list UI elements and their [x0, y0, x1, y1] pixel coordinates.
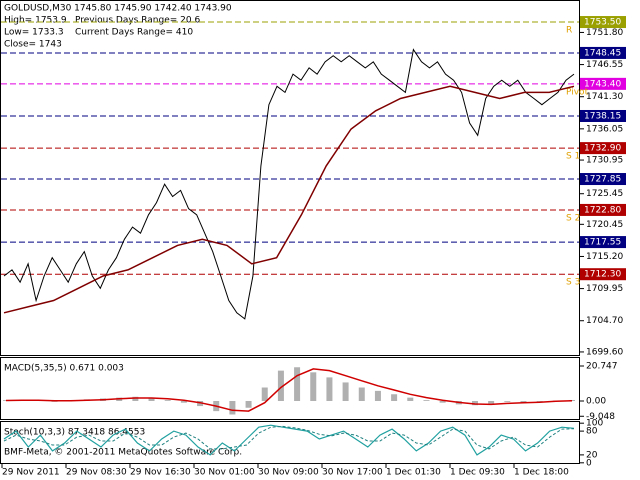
- info: Previous Days Range= 20.6: [75, 16, 200, 26]
- level-label: 1732.90: [584, 144, 621, 154]
- info: Current Days Range= 410: [75, 28, 193, 38]
- macd-bar: [358, 387, 365, 402]
- signal-line: [5, 368, 573, 412]
- level-box: [580, 203, 626, 216]
- macd-bar: [342, 382, 349, 402]
- y-tick-label: 100: [586, 419, 603, 429]
- level-label: 1727.85: [584, 175, 621, 185]
- level-box: [580, 142, 626, 155]
- y-tick-label: 20: [586, 450, 598, 460]
- macd-bar: [197, 401, 204, 407]
- macd-bar: [164, 400, 171, 402]
- y-tick-label: 1715.20: [586, 252, 623, 262]
- level-label: 1722.80: [584, 205, 621, 215]
- info: Close= 1743: [4, 40, 62, 50]
- y-tick-label: 0.00: [586, 397, 606, 407]
- price-line: [3, 48, 575, 320]
- y-tick-label: 1741.30: [586, 92, 623, 102]
- stoch-main: [3, 424, 575, 456]
- level-box: [580, 46, 626, 59]
- info: High= 1753.9: [4, 16, 67, 26]
- macd-bar: [423, 400, 430, 402]
- y-tick-label: 0: [586, 458, 592, 468]
- y-tick-label: 1704.70: [586, 316, 623, 326]
- level-label: 1738.15: [584, 111, 621, 121]
- macd-bar: [391, 394, 398, 402]
- x-tick-label: 30 Nov 09:00: [258, 468, 319, 478]
- macd-bar: [407, 397, 414, 402]
- y-tick-label: 1725.45: [586, 189, 623, 199]
- y-tick-label: 1720.45: [586, 220, 623, 230]
- header: GOLDUSD,M30 1745.80 1745.90 1742.40 1743…: [4, 4, 232, 14]
- macd-bar: [229, 401, 236, 415]
- macd-panel: [0, 357, 580, 420]
- level-box: [580, 236, 626, 249]
- x-tick-label: 29 Nov 08:30: [66, 468, 127, 478]
- macd-bar: [439, 401, 446, 403]
- level-name: S 3: [566, 278, 580, 288]
- y-tick-label: 1699.60: [586, 347, 623, 357]
- level-box: [580, 77, 626, 90]
- level-box: [580, 268, 626, 281]
- y-tick-label: -9.048: [586, 412, 615, 422]
- macd-bar: [294, 367, 301, 402]
- macd-bar: [326, 377, 333, 402]
- macd-bar: [277, 370, 284, 402]
- macd-title: MACD(5,35,5) 0.671 0.003: [4, 364, 124, 374]
- level-box: [580, 16, 626, 29]
- level-label: 1712.30: [584, 270, 621, 280]
- x-tick-label: 30 Nov 01:00: [194, 468, 255, 478]
- stoch-panel: [0, 421, 580, 464]
- y-tick-label: 1746.55: [586, 60, 623, 70]
- y-tick-label: 1736.05: [586, 124, 623, 134]
- main-panel: [0, 0, 580, 356]
- x-tick-label: 29 Nov 16:30: [130, 468, 191, 478]
- y-tick-label: 20.747: [586, 362, 618, 372]
- x-tick-label: 30 Nov 17:00: [322, 468, 383, 478]
- x-tick-label: 1 Dec 18:00: [514, 468, 569, 478]
- moving-average: [3, 85, 575, 314]
- macd-bar: [504, 401, 511, 402]
- x-tick-label: 1 Dec 01:30: [386, 468, 441, 478]
- level-name: S 1: [566, 152, 580, 162]
- y-tick-label: 1709.95: [586, 284, 623, 294]
- level-box: [580, 109, 626, 122]
- level-label: 1753.50: [584, 18, 621, 28]
- info: Low= 1733.3: [4, 28, 64, 38]
- macd-bar: [180, 401, 187, 403]
- level-label: 1717.55: [584, 238, 621, 248]
- macd-bar: [536, 401, 543, 402]
- macd-bar: [374, 390, 381, 402]
- macd-bar: [569, 399, 575, 402]
- y-tick-label: 1751.80: [586, 28, 623, 38]
- macd-bar: [471, 401, 478, 406]
- macd-bar: [310, 372, 317, 402]
- level-label: 1743.40: [584, 79, 621, 89]
- level-label: 1748.45: [584, 48, 621, 58]
- y-tick-label: 1730.95: [586, 156, 623, 166]
- x-tick-label: 1 Dec 09:30: [450, 468, 505, 478]
- level-name: Pivot: [566, 87, 589, 97]
- stoch-signal: [3, 425, 575, 450]
- y-tick-label: 80: [586, 427, 598, 437]
- level-box: [580, 173, 626, 186]
- level-name: S 2: [566, 213, 580, 223]
- macd-bar: [148, 398, 155, 402]
- footer: BMF-Meta, © 2001-2011 MetaQuotes Softwar…: [4, 448, 242, 458]
- level-name: R: [566, 26, 572, 36]
- x-tick-label: 29 Nov 2011: [2, 468, 60, 478]
- macd-bar: [132, 396, 139, 402]
- macd-bar: [488, 401, 495, 404]
- macd-bar: [520, 401, 527, 403]
- macd-bar: [261, 387, 268, 402]
- macd-bar: [245, 401, 252, 408]
- macd-bar: [3, 400, 9, 402]
